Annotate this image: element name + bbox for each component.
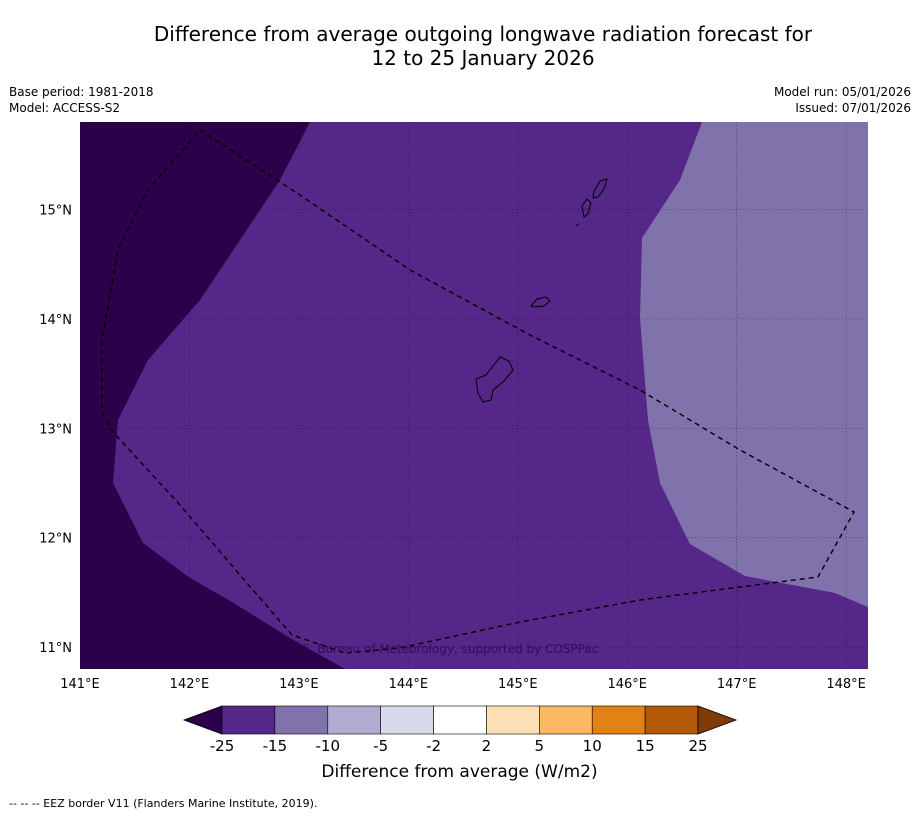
island-tinian [575,198,592,227]
lat-tick-label: 14°N [39,313,72,328]
copyright-label: © Commonwealth of Australia 2026, Bureau… [93,642,598,656]
map-area: © Commonwealth of Australia 2026, Bureau… [80,122,868,669]
lon-tick-label: 145°E [498,677,538,692]
colorbar-tick-label: 5 [535,737,545,755]
lon-tick-label: 143°E [279,677,319,692]
eez-border [101,129,855,654]
zone-minus15-to-minus10 [640,122,868,607]
colorbar-bin [327,705,381,735]
colorbar-bin [221,705,276,735]
colorbar-tick-label: -25 [210,737,235,755]
meta-left: Base period: 1981-2018 Model: ACCESS-S2 [9,84,154,116]
graticule [80,122,868,669]
base-period-label: Base period: 1981-2018 [9,85,154,99]
island-saipan [592,178,608,199]
colorbar-bin [591,705,646,735]
colorbar-bin [486,705,540,735]
colorbar-tick-label: -10 [316,737,341,755]
lat-axis-labels: 15°N 14°N 13°N 12°N 11°N [39,204,72,657]
lat-tick-label: 11°N [39,641,72,656]
chart-title: Difference from average outgoing longwav… [0,22,919,70]
model-run-label: Model run: 05/01/2026 [773,85,911,99]
island-guam [475,356,514,403]
colorbar-title: Difference from average (W/m2) [321,762,598,782]
colorbar-tick-label: -5 [373,737,388,755]
lat-tick-label: 15°N [39,204,72,219]
lat-tick-label: 13°N [39,422,72,437]
lon-tick-label: 146°E [607,677,647,692]
lon-axis-labels: 141°E 142°E 143°E 144°E 145°E 146°E 147°E 148°E [60,677,866,692]
colorbar: -25 -15 -10 -5 -2 2 5 10 15 25 [182,705,738,755]
island-rota [530,296,551,308]
lon-tick-label: 147°E [717,677,757,692]
colorbar-title-wrap: Difference from average (W/m2) [0,762,919,782]
colorbar-bin [274,705,329,735]
colorbar-extend-low [182,705,223,735]
meta-right: Model run: 05/01/2026 Issued: 07/01/2026 [774,84,911,116]
lon-tick-label: 142°E [170,677,210,692]
lon-tick-label: 148°E [826,677,866,692]
colorbar-bin [539,705,593,735]
lat-tick-label: 12°N [39,532,72,547]
colorbar-tick-label: -15 [263,737,288,755]
colorbar-bin [644,705,699,735]
colorbar-tick-label: 15 [636,737,655,755]
lon-tick-label: 144°E [389,677,429,692]
colorbar-bin [433,705,487,735]
footnote: -- -- -- EEZ border V11 (Flanders Marine… [9,797,318,810]
colorbar-tick-label: 10 [583,737,602,755]
colorbar-tick-label: 2 [482,737,492,755]
colorbar-tick-label: -2 [426,737,441,755]
model-label: Model: ACCESS-S2 [9,101,121,115]
colorbar-bin [380,705,434,735]
issued-label: Issued: 07/01/2026 [795,101,911,115]
colorbar-extend-high [697,705,738,735]
colorbar-tick-label: 25 [688,737,707,755]
title-line-2: 12 to 25 January 2026 [371,46,595,70]
lon-tick-label: 141°E [60,677,100,692]
title-line-1: Difference from average outgoing longwav… [153,22,813,46]
